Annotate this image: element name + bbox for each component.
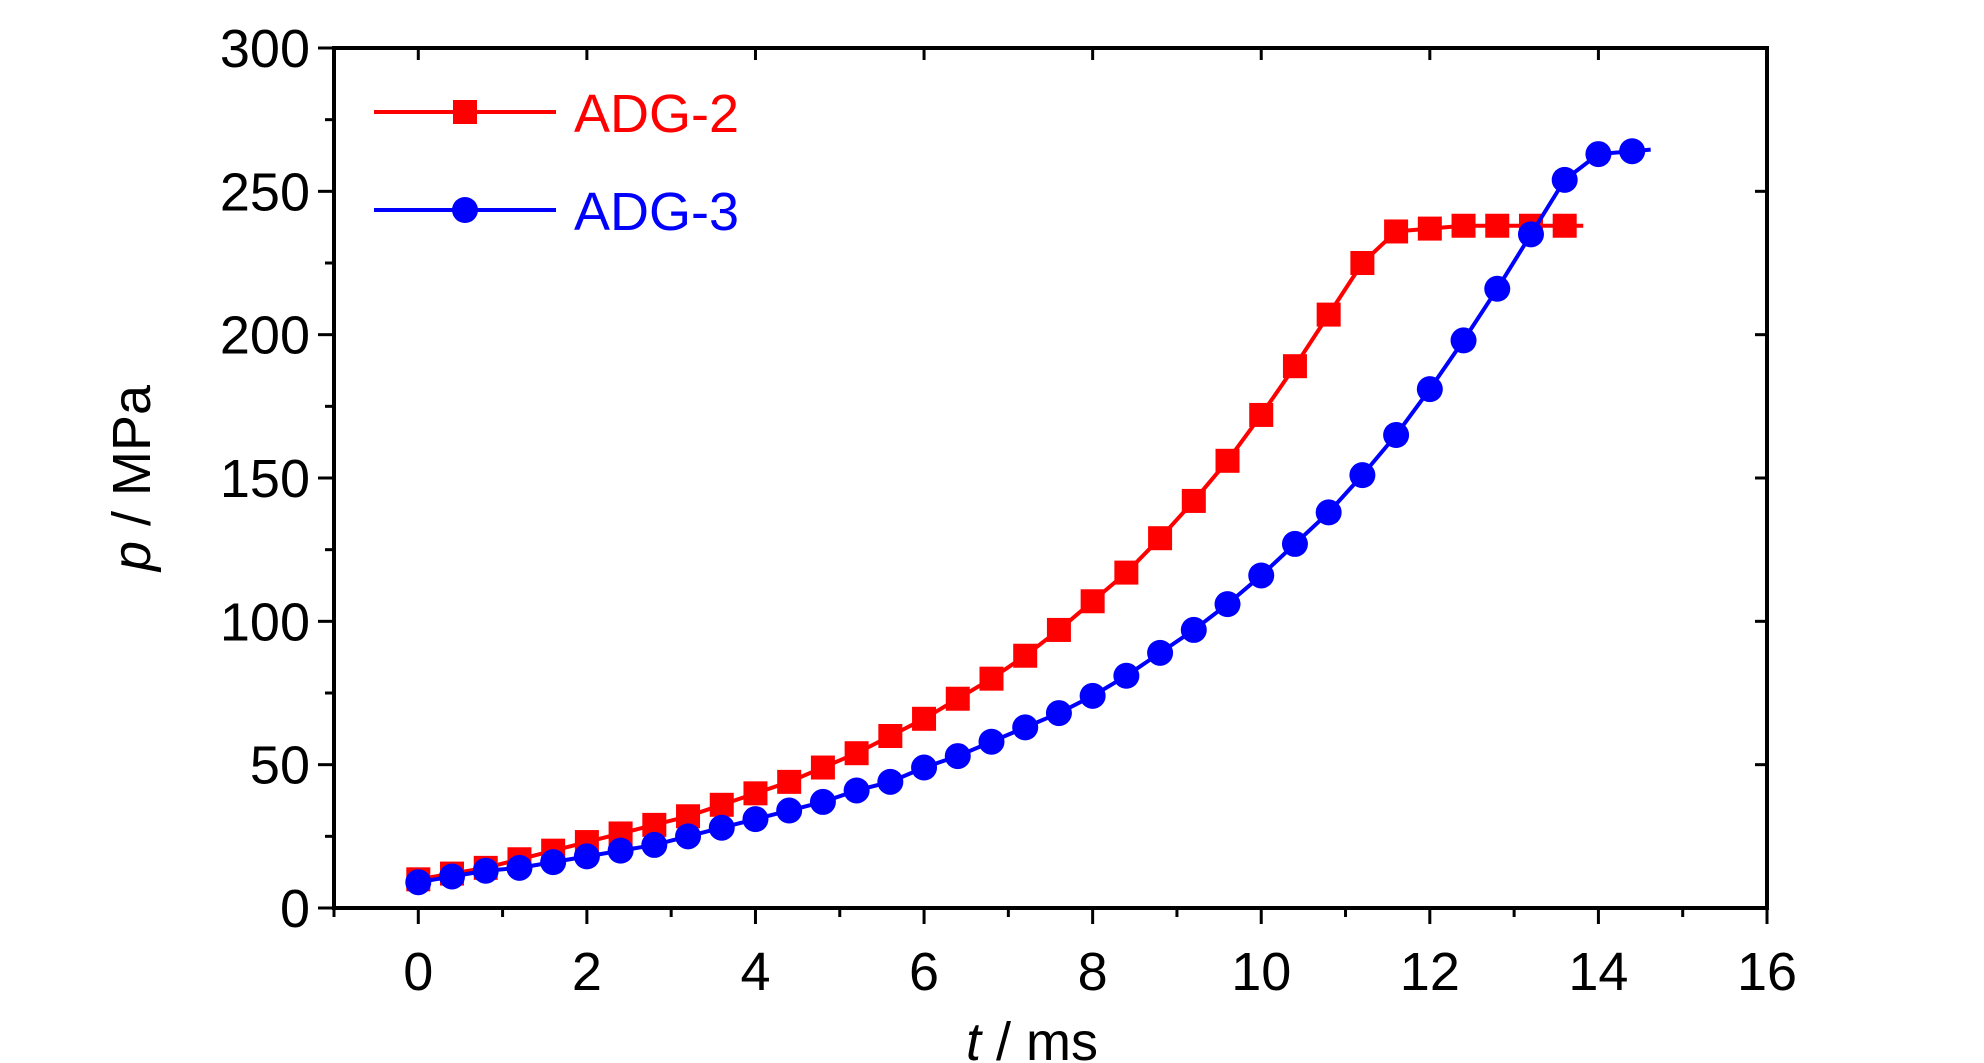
data-point <box>405 869 432 896</box>
data-point <box>978 728 1005 755</box>
data-point <box>506 854 533 881</box>
data-point <box>776 797 803 824</box>
series-ADG-2 <box>406 213 1584 892</box>
data-point <box>742 806 769 833</box>
y-axis-unit: / MPa <box>102 384 162 541</box>
data-point <box>1316 302 1341 327</box>
data-point <box>1046 617 1071 642</box>
data-point <box>439 863 466 890</box>
data-point <box>1045 700 1072 727</box>
data-point <box>1079 682 1106 709</box>
x-tick-label: 10 <box>1231 942 1291 1002</box>
y-tick-label: 0 <box>280 879 310 939</box>
legend-marker <box>452 197 478 223</box>
data-point <box>877 768 904 795</box>
data-point <box>1180 616 1207 643</box>
data-point <box>1148 526 1173 551</box>
data-point <box>945 686 970 711</box>
data-point <box>1551 166 1578 193</box>
data-point <box>472 857 499 884</box>
data-point <box>1113 662 1140 689</box>
data-point <box>878 724 903 748</box>
data-point <box>912 706 937 731</box>
data-point <box>1619 138 1646 165</box>
data-point <box>1517 221 1544 248</box>
legend-marker <box>453 100 477 124</box>
data-point <box>675 823 702 850</box>
data-point <box>1181 488 1206 513</box>
legend-item: ADG-3 <box>374 182 739 242</box>
series-ADG-3 <box>405 138 1651 896</box>
data-point <box>1552 213 1577 238</box>
data-point <box>1282 354 1307 379</box>
data-point <box>1384 219 1409 244</box>
series-line <box>417 147 1651 885</box>
legend: ADG-2 ADG-3 <box>374 84 739 242</box>
y-tick-label: 200 <box>220 306 310 366</box>
data-point <box>709 792 734 817</box>
data-point <box>1585 141 1612 168</box>
data-point <box>809 788 836 815</box>
y-tick-label: 50 <box>250 736 310 796</box>
data-point <box>708 814 735 841</box>
data-point <box>1114 560 1139 585</box>
y-tick-label: 100 <box>220 592 310 652</box>
data-point <box>1416 376 1443 403</box>
data-point <box>843 777 870 804</box>
data-point <box>1248 562 1275 589</box>
legend-item: ADG-2 <box>374 84 739 144</box>
data-point <box>1417 216 1442 241</box>
y-tick-label: 150 <box>220 449 310 509</box>
legend-label: ADG-2 <box>574 84 739 144</box>
data-point <box>1215 448 1240 473</box>
x-axis-variable: t <box>966 1012 983 1063</box>
legend-label: ADG-3 <box>574 182 739 242</box>
y-axis-variable: p <box>102 541 162 573</box>
data-point <box>1012 714 1039 741</box>
series-line <box>417 223 1584 882</box>
x-axis-unit: / ms <box>981 1012 1098 1063</box>
data-point <box>944 743 971 770</box>
data-point <box>607 837 634 864</box>
x-tick-label: 4 <box>740 942 770 1002</box>
data-point <box>573 843 600 870</box>
data-point <box>641 831 668 858</box>
x-tick-label: 2 <box>572 942 602 1002</box>
data-point <box>810 755 835 780</box>
x-tick-label: 8 <box>1078 942 1108 1002</box>
data-point <box>743 781 768 806</box>
data-point <box>1450 327 1477 354</box>
x-tick-label: 14 <box>1568 942 1628 1002</box>
series-layer <box>405 138 1651 896</box>
y-tick-label: 250 <box>220 162 310 222</box>
x-tick-label: 16 <box>1737 942 1797 1002</box>
data-point <box>1214 591 1241 618</box>
y-axis-title: p / MPa <box>102 384 162 573</box>
data-point <box>979 666 1004 691</box>
data-point <box>1147 639 1174 666</box>
x-tick-label: 6 <box>909 942 939 1002</box>
data-point <box>1451 213 1476 238</box>
data-point <box>1080 589 1105 614</box>
data-point <box>1315 499 1342 526</box>
data-point <box>777 769 802 794</box>
data-point <box>1349 462 1376 489</box>
axes: 0 2 4 6 8 10 12 14 16 0 50 100 150 200 250 300 <box>220 19 1797 1002</box>
data-point <box>1383 422 1410 448</box>
data-point <box>844 741 869 766</box>
data-point <box>1281 530 1308 557</box>
data-point <box>1484 275 1511 302</box>
data-point <box>1249 402 1274 427</box>
y-tick-label: 300 <box>220 19 310 79</box>
data-point <box>1485 213 1510 238</box>
data-point <box>540 849 567 876</box>
x-tick-label: 12 <box>1400 942 1460 1002</box>
x-axis-title: t / ms <box>966 1012 1098 1063</box>
data-point <box>911 754 938 781</box>
data-point <box>1013 643 1038 668</box>
data-point <box>1350 251 1375 275</box>
x-tick-label: 0 <box>403 942 433 1002</box>
